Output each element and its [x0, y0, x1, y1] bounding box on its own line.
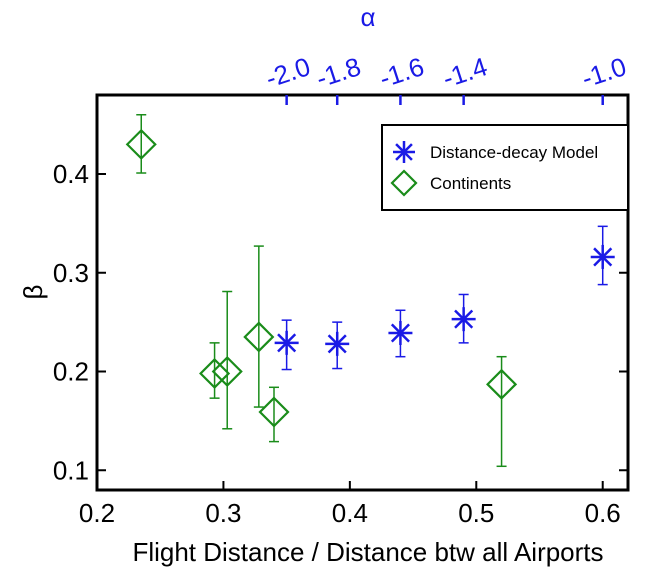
data-point: [258, 386, 290, 443]
y-tick-label: 0.1: [53, 455, 89, 485]
top-tick-label: -1.4: [439, 51, 491, 93]
marker-shape: [390, 169, 418, 197]
x-tick-label: 0.4: [332, 498, 368, 528]
data-point: [451, 293, 476, 344]
marker-shape: [199, 357, 231, 390]
x-tick-label: 0.3: [205, 498, 241, 528]
x-tick-label: 0.5: [458, 498, 494, 528]
marker-shape: [258, 396, 290, 428]
marker-stroke: [454, 309, 474, 329]
marker-stroke: [395, 143, 413, 161]
top-tick-label: -1.8: [312, 51, 364, 93]
x-tick-label: 0.6: [585, 498, 621, 528]
data-point: [590, 225, 615, 286]
y-tick-label: 0.2: [53, 357, 89, 387]
legend: Distance-decay Model Continents: [381, 124, 629, 211]
marker-stroke: [593, 247, 613, 267]
y-tick-label: 0.3: [53, 258, 89, 288]
marker-shape: [486, 368, 518, 400]
data-point: [486, 355, 518, 468]
plot-frame: [95, 93, 630, 492]
y-tick-label: 0.4: [53, 159, 89, 189]
marker-stroke: [277, 333, 297, 353]
legend-asterisk-icon: [393, 141, 415, 163]
marker-shape: [125, 128, 157, 160]
marker-stroke: [327, 334, 347, 354]
series-continents: [125, 114, 518, 468]
top-tick-label: -2.0: [262, 51, 314, 93]
legend-box: [381, 124, 629, 211]
data-point: [125, 114, 157, 174]
marker-shape: [211, 355, 243, 388]
legend-label: Continents: [430, 174, 511, 193]
data-point: [325, 321, 350, 370]
top-tick-label: -1.6: [376, 51, 428, 93]
legend-label: Distance-decay Model: [430, 143, 598, 162]
marker-shape: [243, 321, 275, 353]
data-point: [243, 245, 275, 408]
top-axis-title: α: [360, 2, 375, 32]
legend-diamond-icon: [390, 169, 418, 197]
y-axis-title: β: [18, 285, 48, 300]
series-distance-decay-model: [274, 225, 615, 371]
data-point: [211, 290, 243, 430]
chart-axes: 0.2 0.3 0.4 0.5 0.60.10.20.30.4-2.0-1.8 -1.6-…: [18, 2, 630, 567]
data-point: [274, 319, 299, 371]
marker-stroke: [390, 323, 410, 343]
chart-data-layer: [125, 114, 615, 468]
top-tick-label: -1.0: [578, 51, 630, 93]
x-tick-label: 0.2: [79, 498, 115, 528]
data-point: [388, 309, 413, 358]
x-axis-title: Flight Distance / Distance btw all Airpo…: [132, 537, 603, 567]
